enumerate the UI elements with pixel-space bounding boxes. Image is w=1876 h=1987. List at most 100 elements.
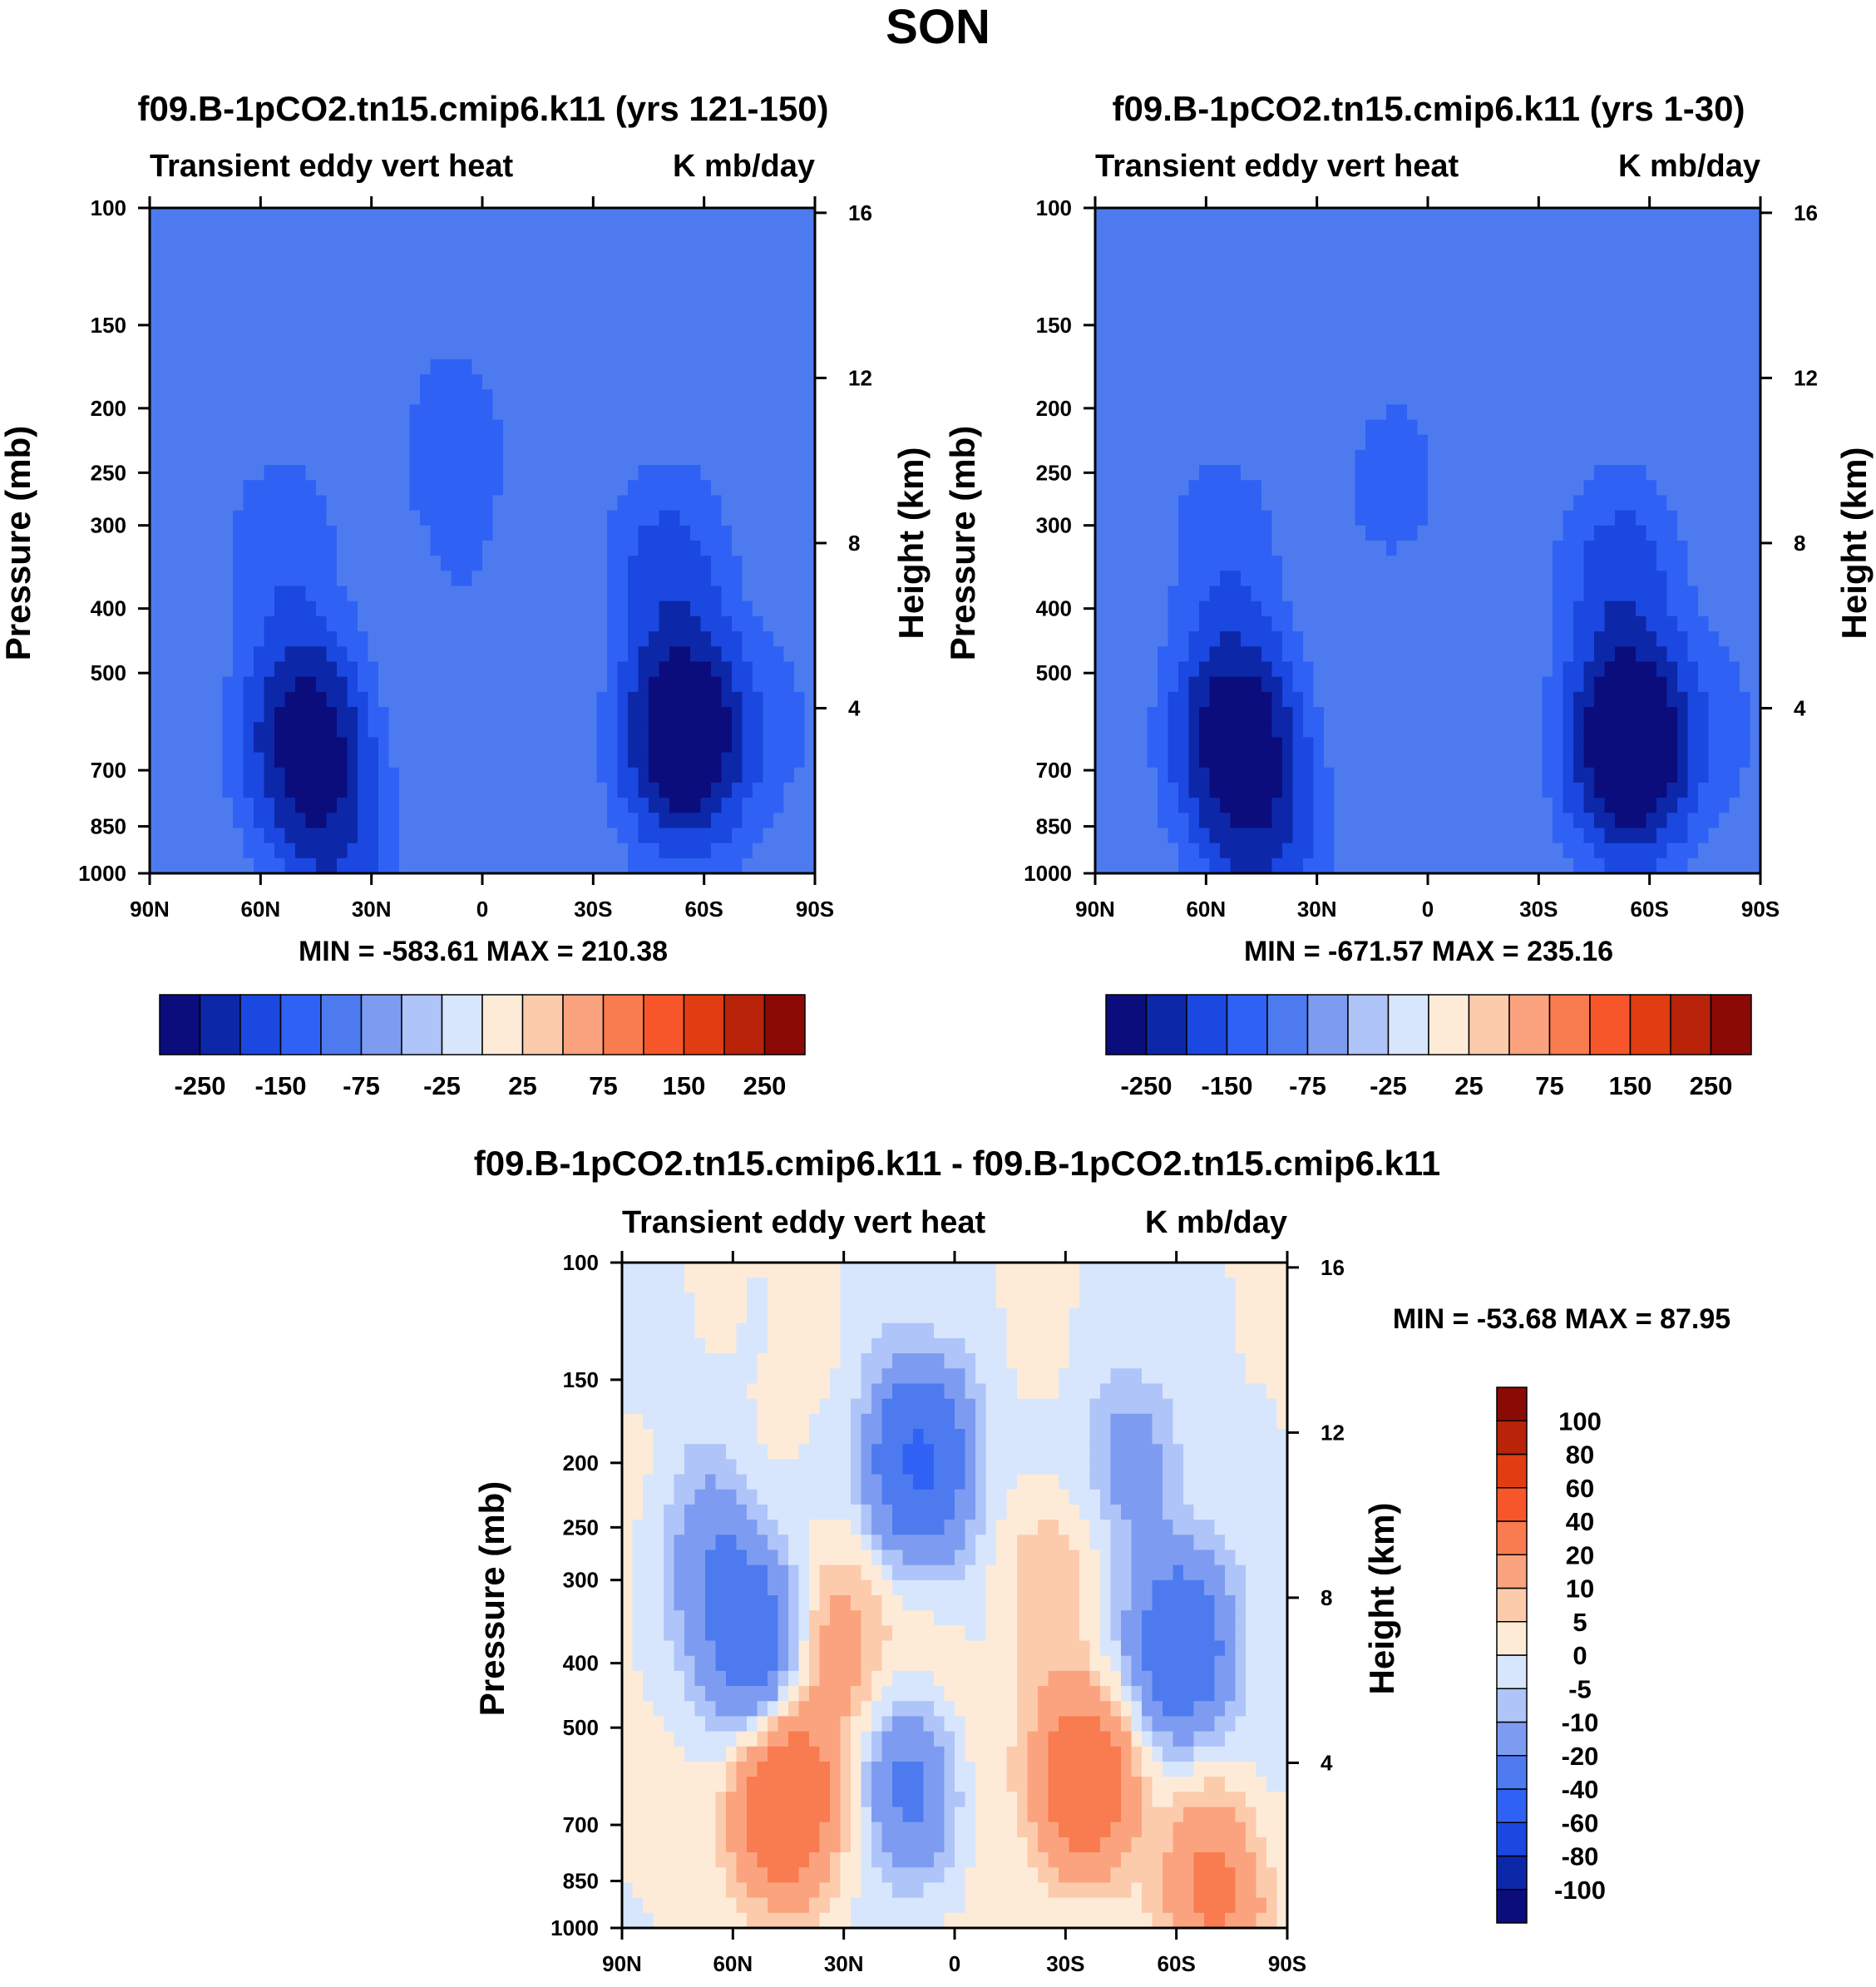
field-cell — [1428, 435, 1439, 451]
field-cell — [472, 511, 483, 526]
field-cell — [223, 616, 234, 632]
field-cell — [545, 526, 555, 541]
field-cell — [1168, 254, 1179, 269]
field-cell — [1116, 541, 1127, 556]
field-cell — [1282, 828, 1293, 843]
field-cell — [701, 722, 712, 738]
field-cell — [410, 677, 421, 693]
field-cell — [1449, 208, 1459, 224]
field-cell — [659, 858, 670, 874]
field-cell — [1303, 813, 1314, 828]
field-cell — [1480, 389, 1491, 405]
field-cell — [555, 556, 566, 571]
field-cell — [753, 586, 763, 602]
field-cell — [1116, 737, 1127, 753]
field-cell — [1428, 314, 1439, 329]
field-cell — [639, 783, 649, 798]
field-cell — [1428, 269, 1439, 284]
field-cell — [316, 374, 327, 390]
field-cell — [1543, 586, 1553, 602]
field-cell — [1303, 389, 1314, 405]
field-cell — [441, 314, 452, 329]
field-cell — [794, 828, 805, 843]
field-cell — [233, 753, 244, 769]
field-cell — [452, 646, 462, 662]
field-cell — [649, 420, 659, 436]
field-cell — [1314, 661, 1325, 677]
field-cell — [150, 571, 160, 586]
field-cell — [316, 511, 327, 526]
field-cell — [649, 677, 659, 693]
field-cell — [639, 238, 649, 254]
field-cell — [1365, 299, 1376, 314]
field-cell — [1543, 722, 1553, 738]
field-cell — [1282, 480, 1293, 496]
field-cell — [150, 661, 160, 677]
field-cell — [482, 601, 493, 617]
field-cell — [1324, 208, 1335, 224]
field-cell — [1563, 813, 1574, 828]
field-cell — [1553, 284, 1563, 299]
field-cell — [295, 661, 306, 677]
field-cell — [711, 314, 722, 329]
field-cell — [348, 208, 358, 224]
field-cell — [337, 601, 348, 617]
field-cell — [420, 450, 431, 466]
field-cell — [680, 495, 691, 511]
field-cell — [784, 783, 795, 798]
field-cell — [348, 450, 358, 466]
field-cell — [1127, 299, 1138, 314]
field-cell — [264, 768, 275, 783]
field-cell — [628, 586, 639, 602]
field-cell — [618, 661, 629, 677]
field-cell — [618, 450, 629, 466]
field-cell — [316, 420, 327, 436]
field-cell — [794, 692, 805, 708]
field-cell — [493, 269, 504, 284]
field-cell — [348, 586, 358, 602]
field-cell — [1095, 828, 1106, 843]
field-cell — [274, 329, 285, 344]
field-cell — [1365, 616, 1376, 632]
field-cell — [160, 753, 171, 769]
field-cell — [1106, 389, 1117, 405]
field-cell — [389, 314, 400, 329]
field-cell — [1210, 389, 1221, 405]
field-cell — [1418, 223, 1429, 239]
field-cell — [482, 783, 493, 798]
field-cell — [586, 223, 597, 239]
field-cell — [565, 768, 576, 783]
field-cell — [773, 858, 784, 874]
field-cell — [482, 571, 493, 586]
field-cell — [1490, 238, 1501, 254]
field-cell — [1376, 556, 1387, 571]
field-cell — [358, 404, 368, 420]
field-cell — [1106, 450, 1117, 466]
field-cell — [493, 299, 504, 314]
field-cell — [763, 223, 774, 239]
field-cell — [1220, 661, 1231, 677]
field-cell — [535, 843, 546, 859]
field-cell — [607, 661, 618, 677]
field-cell — [482, 269, 493, 284]
field-cell — [690, 813, 701, 828]
field-cell — [607, 480, 618, 496]
field-cell — [711, 495, 722, 511]
field-cell — [555, 661, 566, 677]
field-cell — [410, 404, 421, 420]
field-cell — [1365, 329, 1376, 344]
field-cell — [669, 404, 680, 420]
field-cell — [597, 722, 608, 738]
field-cell — [743, 707, 753, 723]
field-cell — [1428, 223, 1439, 239]
field-cell — [1386, 223, 1397, 239]
field-cell — [1511, 389, 1522, 405]
field-cell — [1324, 631, 1335, 647]
field-cell — [669, 843, 680, 859]
field-cell — [1563, 495, 1574, 511]
field-cell — [535, 329, 546, 344]
field-cell — [264, 601, 275, 617]
field-cell — [1282, 843, 1293, 859]
field-cell — [1439, 223, 1449, 239]
field-cell — [160, 631, 171, 647]
